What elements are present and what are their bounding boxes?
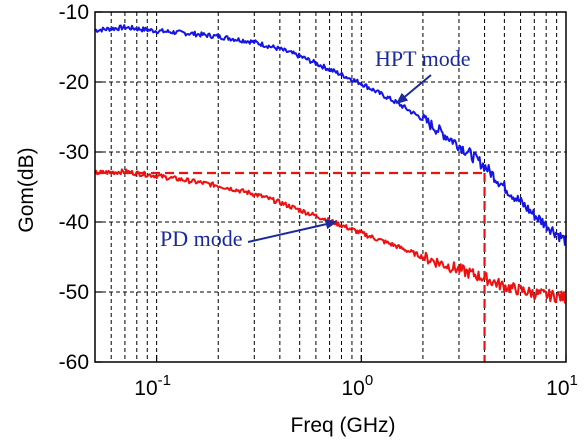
reference-lines xyxy=(95,171,486,362)
x-tick-label: 10-1 xyxy=(134,372,171,400)
y-tick-label: -20 xyxy=(59,71,89,94)
annotations: HPT mode PD mode xyxy=(160,46,471,251)
grid xyxy=(95,12,566,362)
annotation-label-1: HPT mode xyxy=(375,46,471,71)
y-axis-label: Gom(dB) xyxy=(15,147,38,232)
y-tick-label: -60 xyxy=(59,351,89,374)
annotation-arrow-2 xyxy=(247,219,338,243)
plot-frame xyxy=(94,11,567,363)
y-tick-label: -10 xyxy=(59,1,89,24)
x-tick-label: 100 xyxy=(341,372,373,400)
y-tick-label: -50 xyxy=(59,281,89,304)
x-axis-label: Freq (GHz) xyxy=(291,414,396,437)
y-tick-label: -30 xyxy=(59,141,89,164)
x-tick-label: 101 xyxy=(546,372,578,400)
series-line-1 xyxy=(94,24,567,246)
x-axis-ticks: 10-1 100 101 xyxy=(134,355,578,400)
annotation-label-2: PD mode xyxy=(160,226,243,251)
y-tick-label: -40 xyxy=(59,211,89,234)
y-axis-ticks: -10 -20 -30 -40 -50 -60 xyxy=(59,1,102,374)
annotation-arrow-1 xyxy=(395,74,432,105)
series-lines xyxy=(94,24,567,304)
